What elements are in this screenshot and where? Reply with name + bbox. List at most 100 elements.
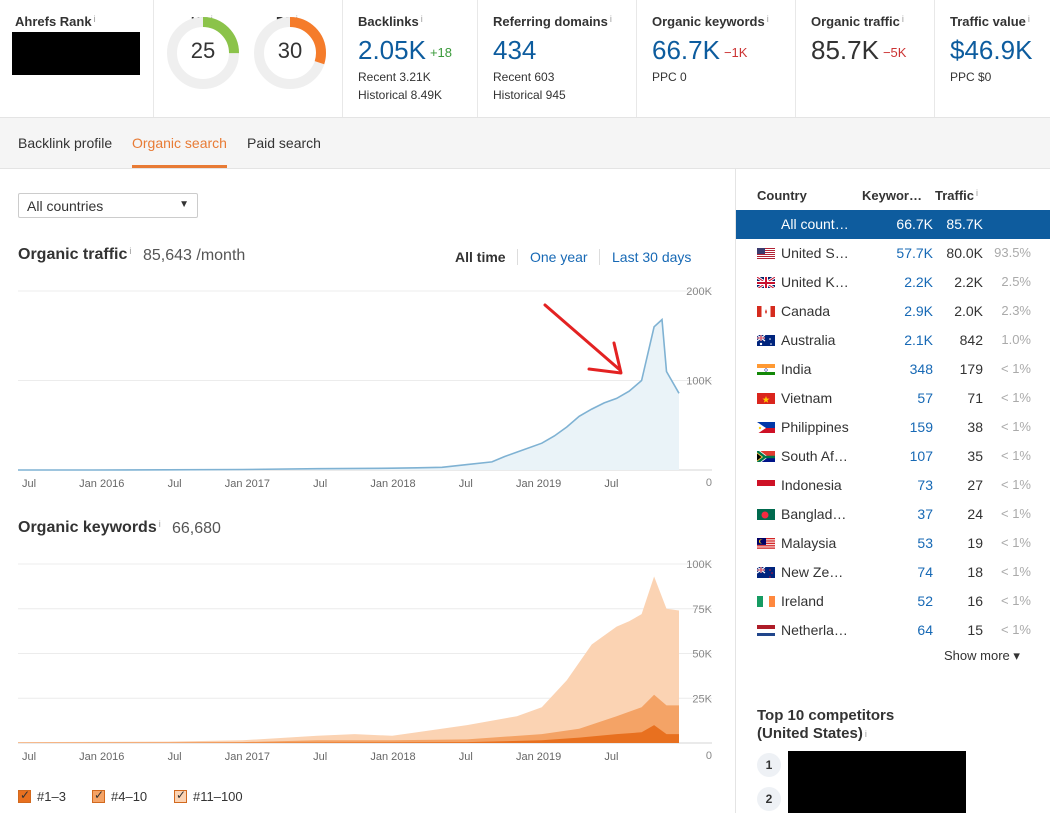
country-row[interactable]: New Ze… 74 18 < 1%	[736, 558, 1050, 587]
info-icon[interactable]: i	[129, 246, 132, 256]
country-row[interactable]: United S… 57.7K 80.0K 93.5%	[736, 239, 1050, 268]
country-keywords[interactable]: 159	[909, 419, 933, 435]
country-name[interactable]: New Ze…	[781, 564, 844, 580]
country-name[interactable]: Philippines	[781, 419, 849, 435]
flag-id-icon	[757, 479, 775, 491]
organic-traffic-value[interactable]: 85.7K −5K	[811, 35, 907, 65]
traffic-area-fill	[18, 319, 679, 470]
info-icon[interactable]: i	[901, 14, 904, 24]
country-keywords[interactable]: 66.7K	[896, 216, 933, 232]
info-icon[interactable]: i	[158, 519, 161, 529]
show-more-link[interactable]: Show more ▾	[944, 648, 1020, 663]
referring-domains-historical: Historical 945	[493, 88, 566, 102]
country-keywords[interactable]: 37	[917, 506, 933, 522]
keywords-column-header[interactable]: Keywor…	[862, 188, 922, 203]
country-row[interactable]: Philippines 159 38 < 1%	[736, 413, 1050, 442]
country-name[interactable]: Canada	[781, 303, 831, 319]
country-row[interactable]: All count… 66.7K 85.7K	[736, 210, 1050, 239]
info-icon[interactable]: i	[609, 14, 612, 24]
info-icon[interactable]: i	[420, 14, 423, 24]
traffic-value-value[interactable]: $46.9K	[950, 35, 1033, 65]
x-tick-label: Jan 2019	[516, 478, 561, 490]
country-keywords[interactable]: 57.7K	[896, 245, 933, 261]
tab-backlink-profile[interactable]: Backlink profile	[18, 135, 113, 151]
x-tick-label: Jul	[604, 751, 618, 763]
country-name[interactable]: Ireland	[781, 593, 824, 609]
organic-traffic-label: Organic traffic i	[811, 14, 904, 29]
country-name[interactable]: All count…	[781, 216, 849, 232]
legend-item-top3[interactable]: #1–3	[18, 788, 66, 807]
country-keywords[interactable]: 73	[917, 477, 933, 493]
info-icon[interactable]: i	[93, 14, 96, 24]
dr-value: 30	[277, 38, 303, 63]
traffic-column-header[interactable]: Traffic i	[935, 188, 979, 203]
country-keywords[interactable]: 57	[917, 390, 933, 406]
top-competitors-title: Top 10 competitors (United States) i	[757, 707, 895, 742]
checkbox-icon[interactable]	[92, 788, 105, 803]
country-row[interactable]: South Af… 107 35 < 1%	[736, 442, 1050, 471]
country-name[interactable]: United S…	[781, 245, 849, 261]
checkbox-icon[interactable]	[174, 788, 187, 803]
x-tick-label: Jan 2018	[370, 751, 415, 763]
country-select[interactable]: All countries ▼	[18, 193, 198, 218]
country-row[interactable]: Netherla… 64 15 < 1%	[736, 616, 1050, 645]
country-keywords[interactable]: 348	[909, 361, 933, 377]
country-name[interactable]: Indonesia	[781, 477, 842, 493]
flag-ca-icon	[757, 305, 775, 317]
country-traffic-share: < 1%	[1001, 622, 1031, 637]
country-keywords[interactable]: 2.9K	[904, 303, 933, 319]
country-row[interactable]: Vietnam 57 71 < 1%	[736, 384, 1050, 413]
country-keywords[interactable]: 107	[909, 448, 933, 464]
country-keywords[interactable]: 74	[917, 564, 933, 580]
country-column-header[interactable]: Country	[757, 188, 807, 203]
country-name[interactable]: South Af…	[781, 448, 848, 464]
country-name[interactable]: Netherla…	[781, 622, 848, 638]
country-traffic-share: 2.5%	[1001, 274, 1031, 289]
country-traffic: 16	[967, 593, 983, 609]
traffic-value-label: Traffic value i	[950, 14, 1030, 29]
range-all-time[interactable]: All time	[455, 249, 506, 265]
organic-keywords-label: Organic keywords i	[652, 14, 769, 29]
country-row[interactable]: Australia 2.1K 842 1.0%	[736, 326, 1050, 355]
country-row[interactable]: Indonesia 73 27 < 1%	[736, 471, 1050, 500]
country-name[interactable]: Banglad…	[781, 506, 847, 522]
country-row[interactable]: Ireland 52 16 < 1%	[736, 587, 1050, 616]
y-tick-label: 25K	[692, 693, 712, 705]
backlinks-delta: +18	[429, 45, 453, 60]
country-name[interactable]: Vietnam	[781, 390, 833, 406]
country-keywords[interactable]: 2.2K	[904, 274, 933, 290]
info-icon[interactable]: i	[976, 188, 979, 198]
country-name[interactable]: Australia	[781, 332, 836, 348]
info-icon[interactable]: i	[766, 14, 769, 24]
legend-item-top100[interactable]: #11–100	[174, 788, 243, 807]
country-name[interactable]: United K…	[781, 274, 849, 290]
country-traffic: 71	[967, 390, 983, 406]
country-keywords[interactable]: 53	[917, 535, 933, 551]
country-keywords[interactable]: 52	[917, 593, 933, 609]
range-one-year[interactable]: One year	[530, 249, 588, 265]
x-tick-label: Jan 2016	[79, 751, 124, 763]
country-row[interactable]: India 348 179 < 1%	[736, 355, 1050, 384]
backlinks-value[interactable]: 2.05K +18	[358, 35, 453, 65]
dr-gauge	[254, 17, 326, 89]
info-icon[interactable]: i	[1027, 14, 1030, 24]
country-keywords[interactable]: 2.1K	[904, 332, 933, 348]
country-row[interactable]: Canada 2.9K 2.0K 2.3%	[736, 297, 1050, 326]
ahrefs-rank-cell: Ahrefs Rank i	[0, 0, 154, 117]
tab-paid-search[interactable]: Paid search	[247, 135, 321, 151]
tab-organic-search[interactable]: Organic search	[132, 135, 227, 151]
legend-item-top10[interactable]: #4–10	[92, 788, 147, 807]
referring-domains-value[interactable]: 434	[493, 35, 537, 65]
country-name[interactable]: India	[781, 361, 812, 377]
checkbox-icon[interactable]	[18, 788, 31, 803]
flag-za-icon	[757, 450, 775, 462]
country-keywords[interactable]: 64	[917, 622, 933, 638]
country-name[interactable]: Malaysia	[781, 535, 837, 551]
traffic-value-cell: Traffic value i $46.9K PPC $0	[935, 0, 1050, 117]
range-last-30-days[interactable]: Last 30 days	[612, 249, 692, 265]
country-row[interactable]: Banglad… 37 24 < 1%	[736, 500, 1050, 529]
country-row[interactable]: Malaysia 53 19 < 1%	[736, 529, 1050, 558]
organic-keywords-value[interactable]: 66.7K −1K	[652, 35, 748, 65]
country-row[interactable]: United K… 2.2K 2.2K 2.5%	[736, 268, 1050, 297]
info-icon[interactable]: i	[864, 729, 867, 739]
